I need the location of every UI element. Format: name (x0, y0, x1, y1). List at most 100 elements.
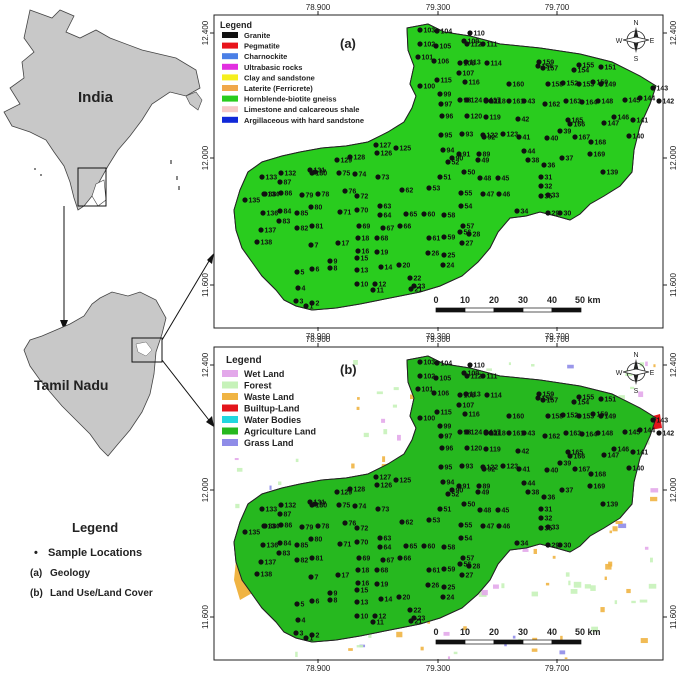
sample-point-label: 87 (284, 512, 292, 519)
sample-point-label: 127 (380, 475, 392, 482)
sample-point-label: 50 (468, 170, 476, 177)
sample-point (277, 511, 283, 517)
sample-point (278, 522, 284, 528)
landuse-legend-label: Water Bodies (244, 415, 301, 425)
sample-point-label: 16 (362, 581, 370, 588)
sample-point (258, 559, 264, 565)
sample-point-label: 119 (490, 115, 501, 122)
sample-point-label: 21 (415, 619, 423, 626)
sample-point (536, 59, 542, 65)
sample-point-label: 110 (474, 31, 485, 38)
sample-point-label: 33 (552, 193, 560, 200)
sample-point-label: 159 (543, 392, 555, 399)
sample-point (431, 58, 437, 64)
sample-point (260, 210, 266, 216)
sample-point (466, 231, 472, 237)
sample-point-label: 88 (269, 192, 277, 199)
sample-point-label: 73 (382, 507, 390, 514)
sample-point (506, 81, 512, 87)
sample-point-label: 101 (422, 55, 434, 62)
sample-point (445, 159, 451, 165)
geology-swatch (222, 95, 238, 102)
sample-point-label: 55 (465, 523, 473, 530)
sample-point (480, 464, 486, 470)
sample-point (397, 555, 403, 561)
sample-point (425, 250, 431, 256)
sample-point (254, 239, 260, 245)
sample-point (521, 430, 527, 436)
sample-point (294, 210, 300, 216)
sample-point-label: 58 (448, 545, 456, 552)
sample-point-label: 47 (487, 524, 495, 531)
scale-bar-label: 50 km (575, 627, 601, 637)
sample-point (488, 98, 494, 104)
sample-point-label: 35 (545, 194, 553, 201)
sample-point-label: 71 (344, 542, 352, 549)
sample-point (538, 174, 544, 180)
sample-point-label: 30 (564, 211, 572, 218)
study-area-box (131, 337, 163, 363)
sample-point (595, 98, 601, 104)
sample-point (352, 171, 358, 177)
sample-point-label: 140 (633, 134, 645, 141)
sample-point-label: 50 (468, 502, 476, 509)
scale-bar-label: 10 (460, 295, 470, 305)
sample-point (434, 360, 440, 366)
sample-point (483, 114, 489, 120)
sample-point-label: 97 (445, 434, 453, 441)
sample-point (426, 235, 432, 241)
sample-point (303, 635, 309, 641)
tamil-nadu-box (77, 167, 107, 207)
sample-point-label: 163 (570, 431, 582, 438)
sample-point (438, 132, 444, 138)
landuse-swatch (222, 439, 238, 446)
sample-point (299, 192, 305, 198)
sample-point-label: 93 (466, 464, 474, 471)
sample-point-label: 84 (284, 541, 292, 548)
sample-point (377, 212, 383, 218)
sample-point-label: 137 (265, 560, 277, 567)
sample-point-label: 64 (384, 545, 392, 552)
sample-point-label: 111 (487, 374, 498, 381)
sample-point-label: 93 (466, 132, 474, 139)
sample-point-label: 41 (523, 467, 531, 474)
sample-point-label: 110 (474, 363, 485, 370)
sample-point-label: 51 (444, 175, 452, 182)
sample-point-label: 102 (424, 374, 436, 381)
sample-point (437, 174, 443, 180)
longitude-tick-label: 79.300 (426, 664, 451, 673)
sample-point (372, 613, 378, 619)
sample-point (483, 430, 489, 436)
sample-point (355, 567, 361, 573)
sample-point-label: 109 (468, 371, 480, 378)
sample-point-label: 114 (491, 61, 502, 68)
sample-point (557, 210, 563, 216)
sample-point (438, 464, 444, 470)
sample-point (403, 543, 409, 549)
sample-point (441, 234, 447, 240)
sample-point (650, 417, 656, 423)
sample-point (457, 60, 463, 66)
sample-point (576, 394, 582, 400)
sample-point (354, 267, 360, 273)
sample-point-label: 85 (301, 211, 309, 218)
sample-point-label: 94 (447, 480, 455, 487)
sample-point-label: 100 (424, 416, 436, 423)
sample-point-label: 10 (361, 282, 369, 289)
sample-point-label: 162 (549, 434, 561, 441)
sample-point (514, 208, 520, 214)
sample-point (327, 265, 333, 271)
sample-point-label: 58 (448, 213, 456, 220)
sample-point-label: 116 (469, 412, 480, 419)
sample-point-label: 18 (362, 568, 370, 575)
sample-point (480, 41, 486, 47)
landuse-swatch (222, 427, 238, 435)
sample-point-label: 67 (387, 558, 395, 565)
sample-point-label: 12 (379, 614, 387, 621)
sample-point-label: 135 (249, 198, 261, 205)
sample-point-label: 43 (528, 431, 536, 438)
sample-point (259, 506, 265, 512)
sample-point (601, 452, 607, 458)
sample-point (460, 555, 466, 561)
